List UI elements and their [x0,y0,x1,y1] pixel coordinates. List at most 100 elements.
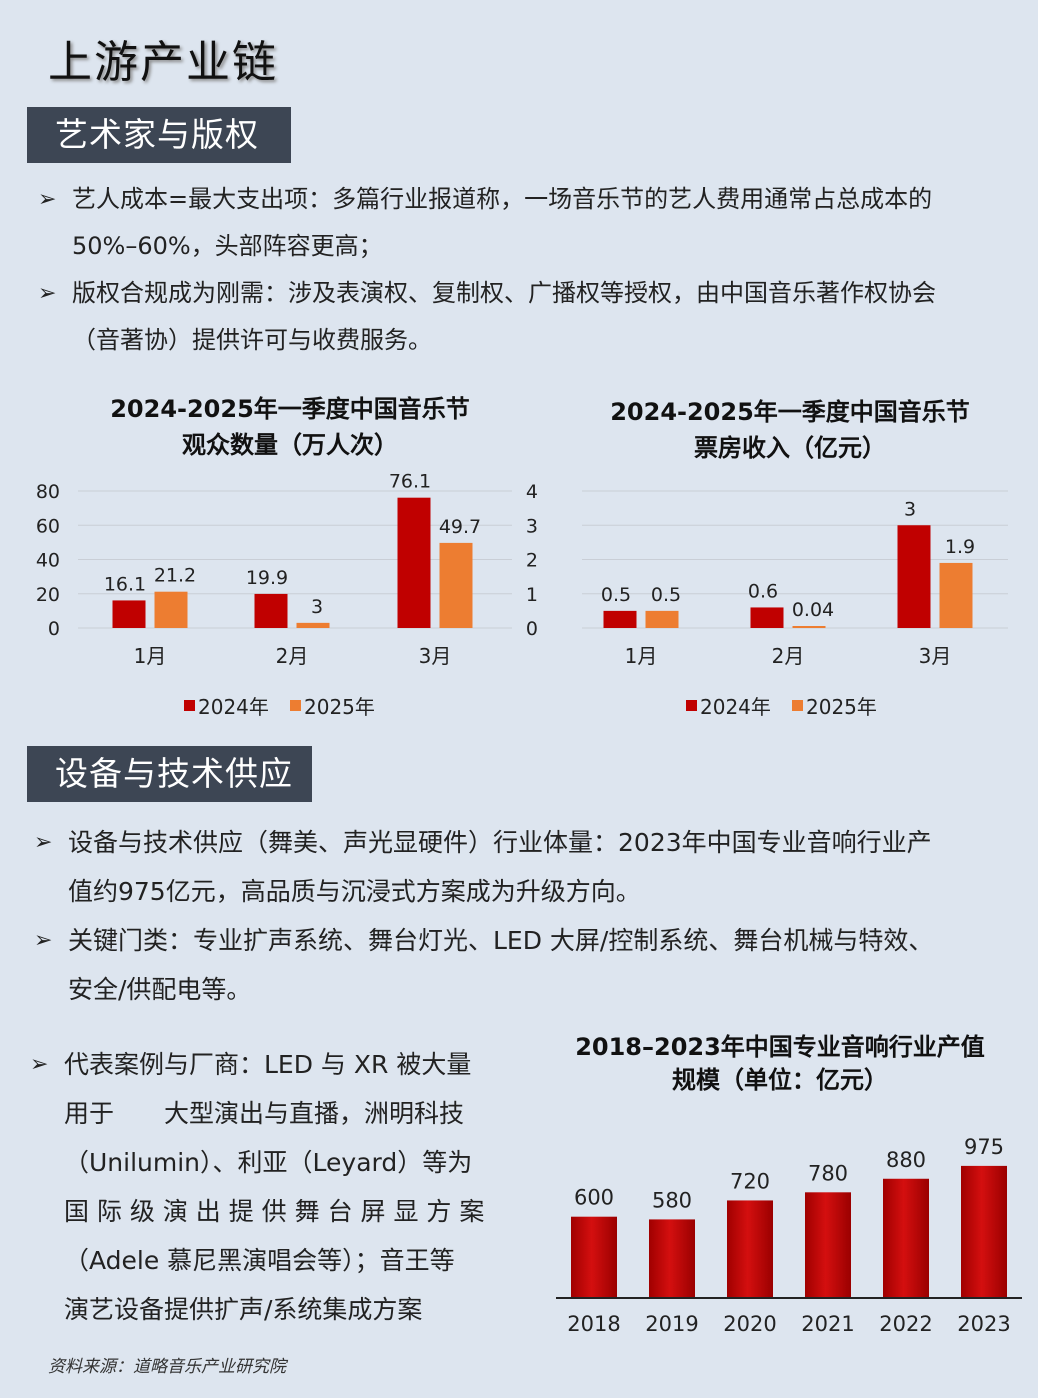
data-label: 780 [808,1161,848,1185]
chart-title-line: 观众数量（万人次） [182,431,398,459]
x-tick-label: 2018 [567,1312,620,1336]
chart-title-line: 2024-2025年一季度中国音乐节 [610,398,970,426]
x-tick-label: 1月 [625,644,658,668]
data-label: 3 [904,498,916,520]
bullet-line: （音著协）提供许可与收费服务。 [72,326,432,354]
y-tick-label: 1 [526,584,538,606]
bullet-line: 安全/供配电等。 [68,975,252,1004]
bar-2024 [112,600,146,628]
x-tick-label: 3月 [419,644,452,668]
bullet-line: 值约975亿元，高品质与沉浸式方案成为升级方向。 [68,877,641,906]
case-bullet-list: 代表案例与厂商：LED 与 XR 被大量 用于 大型演出与直播，洲明科技 （Un… [24,1040,504,1334]
x-tick-label: 1月 [134,644,167,668]
bar-2024 [397,497,431,628]
x-tick-label: 2月 [772,644,805,668]
legend-swatch [792,700,803,711]
data-label: 580 [652,1188,692,1212]
x-tick-label: 2021 [801,1312,854,1336]
y-tick-label: 2 [526,550,538,572]
data-label: 76.1 [389,471,431,493]
data-label: 19.9 [246,567,288,589]
data-label: 0.5 [651,584,681,606]
bar-2024 [603,610,637,628]
bullet-line: 50%–60%，头部阵容更高； [72,232,383,260]
artists-bullet-list: 艺人成本=最大支出项：多篇行业报道称，一场音乐节的艺人费用通常占总成本的 50%… [32,176,1022,364]
data-label: 21.2 [154,565,196,587]
legend-swatch [686,700,697,711]
y-tick-label: 20 [36,584,60,606]
y-tick-label: 80 [36,481,60,503]
chart-title-line: 2024-2025年一季度中国音乐节 [110,395,470,423]
chart-title-audience: 2024-2025年一季度中国音乐节 观众数量（万人次） [60,391,520,463]
chart-title-line: 票房收入（亿元） [694,434,886,462]
data-label: 880 [886,1148,926,1172]
bar-value [727,1200,773,1298]
equipment-bullet-list: 设备与技术供应（舞美、声光显硬件）行业体量：2023年中国专业音响行业产 值约9… [28,818,1018,1014]
bar-2024 [750,607,784,628]
chart-title-line: 2018–2023年中国专业音响行业产值 [575,1033,985,1061]
y-tick-label: 4 [526,481,538,503]
y-tick-label: 3 [526,515,538,537]
list-item: 关键门类：专业扩声系统、舞台灯光、LED 大屏/控制系统、舞台机械与特效、 安全… [28,916,1018,1014]
bar-2025 [296,622,330,628]
bullet-line: （Unilumin）、利亚（Leyard）等为 [64,1148,473,1177]
legend-label: 2025年 [806,695,877,719]
data-label: 49.7 [439,516,481,538]
chart-title-pro-audio: 2018–2023年中国专业音响行业产值 规模（单位：亿元） [540,1031,1020,1097]
y-tick-label: 0 [48,618,60,640]
legend-swatch [290,700,301,711]
data-label: 16.1 [104,573,146,595]
x-tick-label: 2020 [723,1312,776,1336]
data-label: 1.9 [945,536,975,558]
y-tick-label: 0 [526,618,538,640]
bullet-line: 演艺设备提供扩声/系统集成方案 [64,1295,423,1324]
legend-swatch [184,700,195,711]
bullet-line: 国 际 级 演 出 提 供 舞 台 屏 显 方 案 [64,1197,485,1226]
bar-2025 [154,591,188,628]
bar-2025 [939,562,973,628]
list-item: 设备与技术供应（舞美、声光显硬件）行业体量：2023年中国专业音响行业产 值约9… [28,818,1018,916]
bar-2025 [439,542,473,628]
legend-label: 2025年 [304,695,375,719]
data-label: 0.6 [748,580,778,602]
bullet-line: 关键门类：专业扩声系统、舞台灯光、LED 大屏/控制系统、舞台机械与特效、 [68,926,934,955]
bar-value [805,1192,851,1298]
data-label: 975 [964,1135,1004,1159]
list-item: 艺人成本=最大支出项：多篇行业报道称，一场音乐节的艺人费用通常占总成本的 50%… [32,176,1022,270]
x-tick-label: 2月 [276,644,309,668]
legend-label: 2024年 [700,695,771,719]
page-title: 上游产业链 [48,37,278,88]
bullet-line: 设备与技术供应（舞美、声光显硬件）行业体量：2023年中国专业音响行业产 [68,828,932,857]
chart-title-line: 规模（单位：亿元） [672,1066,888,1094]
source-note: 资料来源：道略音乐产业研究院 [48,1357,286,1377]
x-tick-label: 3月 [919,644,952,668]
bullet-line: 代表案例与厂商：LED 与 XR 被大量 [64,1050,472,1079]
bar-value [649,1219,695,1298]
bullet-line: 版权合规成为刚需：涉及表演权、复制权、广播权等授权，由中国音乐著作权协会 [72,279,936,307]
list-item: 版权合规成为刚需：涉及表演权、复制权、广播权等授权，由中国音乐著作权协会 （音著… [32,270,1022,364]
legend-label: 2024年 [198,695,269,719]
list-item: 代表案例与厂商：LED 与 XR 被大量 用于 大型演出与直播，洲明科技 （Un… [24,1040,504,1334]
bullet-line: 用于 大型演出与直播，洲明科技 [64,1099,465,1128]
section-heading-artists: 艺术家与版权 [27,107,291,163]
x-tick-label: 2023 [957,1312,1010,1336]
bar-value [883,1178,929,1298]
data-label: 720 [730,1169,770,1193]
x-tick-label: 2019 [645,1312,698,1336]
bullet-line: （Adele 慕尼黑演唱会等）；音王等 [64,1246,455,1275]
bar-2024 [254,593,288,628]
bar-value [961,1165,1007,1298]
section-heading-equipment: 设备与技术供应 [27,746,312,802]
bullet-line: 艺人成本=最大支出项：多篇行业报道称，一场音乐节的艺人费用通常占总成本的 [72,185,933,213]
bar-2025 [645,610,679,628]
bar-2025 [792,626,826,628]
data-label: 600 [574,1186,614,1210]
x-tick-label: 2022 [879,1312,932,1336]
y-tick-label: 60 [36,515,60,537]
data-label: 0.04 [792,599,834,621]
data-label: 0.5 [601,584,631,606]
bar-2024 [897,525,931,628]
data-label: 3 [311,596,323,618]
y-tick-label: 40 [36,550,60,572]
